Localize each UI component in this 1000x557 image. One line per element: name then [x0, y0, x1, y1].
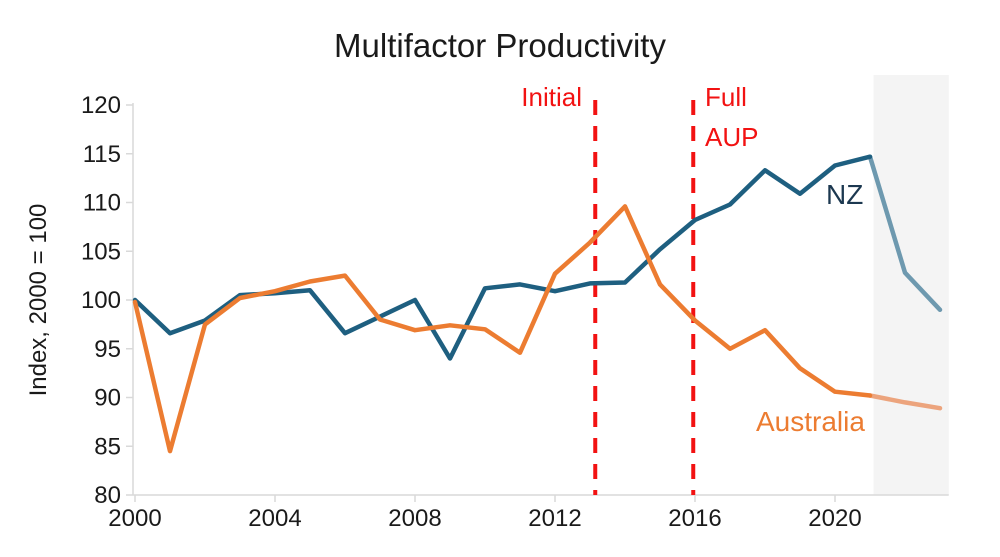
nz-line-solid	[132, 154, 873, 361]
x-tick-label: 2008	[388, 505, 441, 532]
forecast-band-group	[873, 75, 949, 495]
australia-line-projection	[867, 393, 943, 411]
y-tick-label: 80	[94, 482, 121, 509]
australia-line-solid	[132, 204, 873, 454]
x-tick-label: 2004	[248, 505, 301, 532]
x-tick-label: 2020	[808, 505, 861, 532]
y-tick-label: 115	[83, 141, 121, 168]
y-axis-title: Index, 2000 = 100	[25, 204, 52, 397]
y-tick-label: 120	[81, 92, 121, 119]
annotation-initial: Initial	[521, 82, 582, 112]
chart-title: Multifactor Productivity	[334, 27, 666, 64]
series-label-australia: Australia	[756, 406, 865, 437]
x-ticks-group: 2000 2004 2008 2012 2016 2020	[108, 495, 862, 532]
reference-lines-group	[593, 100, 696, 495]
annotation-full: Full	[705, 82, 747, 112]
y-tick-label: 85	[94, 433, 121, 460]
nz-line-projection	[867, 154, 943, 313]
series-label-nz: NZ	[826, 179, 863, 210]
y-tick-label: 110	[83, 190, 121, 217]
y-tick-label: 100	[81, 287, 121, 314]
y-ticks-group: 80 85 90 95 100 105 110 115 120	[81, 92, 133, 509]
y-tick-label: 95	[94, 336, 121, 363]
x-tick-label: 2000	[108, 505, 161, 532]
y-tick-label: 90	[94, 385, 121, 412]
annotation-aup: AUP	[705, 122, 758, 152]
y-tick-label: 105	[81, 238, 121, 265]
x-tick-label: 2016	[668, 505, 721, 532]
series-group	[132, 154, 943, 454]
forecast-shaded-region	[873, 75, 949, 495]
x-tick-label: 2012	[528, 505, 581, 532]
